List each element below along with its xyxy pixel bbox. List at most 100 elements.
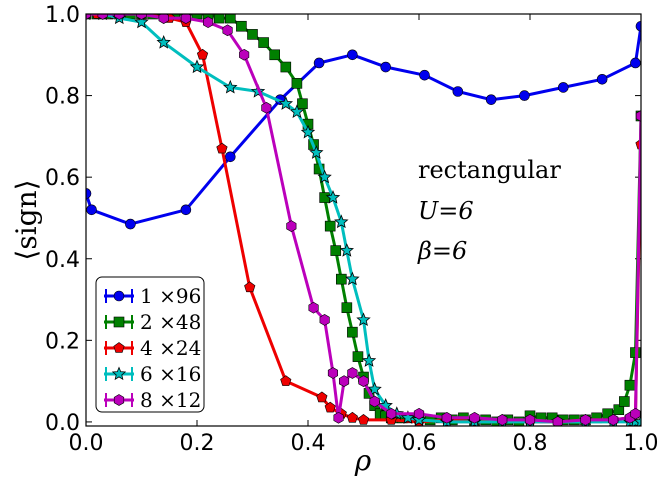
data-point [134, 14, 149, 29]
data-point [324, 401, 336, 413]
data-point [86, 14, 92, 20]
data-point [358, 375, 369, 387]
data-point [223, 79, 238, 94]
legend-item-2: 2 ×48 [104, 310, 201, 334]
data-point [357, 414, 370, 425]
data-point [156, 35, 171, 49]
x-tick-label: 0.2 [180, 431, 215, 456]
x-axis-label: ρ [354, 444, 372, 477]
y-tick-label: 0.4 [45, 248, 80, 273]
data-point [324, 220, 336, 232]
data-point [325, 190, 341, 204]
legend-label: 2 ×48 [140, 310, 201, 334]
legend-marker [111, 366, 127, 381]
data-point [136, 14, 147, 20]
data-point [335, 273, 347, 285]
data-point [286, 220, 297, 232]
data-point [347, 49, 358, 61]
plot-frame [85, 13, 642, 427]
y-tick-label: 0.8 [45, 85, 80, 110]
data-point [619, 396, 630, 407]
data-point [347, 326, 358, 338]
series-layer [86, 14, 641, 426]
data-point [352, 351, 364, 362]
data-point [309, 145, 324, 159]
x-tick-label: 0.6 [402, 431, 437, 456]
data-point [624, 379, 636, 391]
data-point [313, 57, 325, 69]
data-point [630, 407, 641, 420]
data-point [633, 414, 641, 426]
data-point [278, 96, 294, 110]
legend-marker [113, 316, 125, 328]
y-axis-label: ⟨sign⟩ [10, 179, 43, 260]
data-point [345, 271, 360, 286]
legend-label: 8 ×12 [140, 388, 201, 412]
data-point [247, 29, 258, 40]
data-point [327, 367, 339, 379]
data-point [346, 411, 358, 423]
legend-item-1: 1 ×96 [104, 284, 201, 308]
data-point [158, 14, 169, 24]
data-point [386, 407, 397, 420]
legend-box [95, 276, 205, 413]
data-point [334, 214, 349, 229]
y-tick-label: 0.2 [45, 329, 80, 354]
annotation-geometry: rectangular [418, 156, 561, 184]
data-point [338, 375, 350, 387]
legend-item-5: 8 ×12 [104, 388, 201, 412]
legend-label: 1 ×96 [140, 284, 201, 308]
data-point [180, 204, 192, 216]
data-point [225, 151, 236, 163]
data-point [419, 69, 430, 81]
legend-marker [113, 394, 125, 406]
legend-label: 6 ×16 [140, 362, 201, 386]
y-tick-label: 0.0 [45, 411, 80, 436]
data-point [580, 414, 591, 426]
series-1 [86, 20, 641, 230]
data-point [86, 188, 92, 199]
x-tick-label: 0.4 [291, 431, 326, 456]
data-point [452, 86, 464, 97]
data-point [339, 243, 354, 257]
data-point [319, 192, 330, 203]
data-point [413, 407, 425, 420]
legend: 1 ×962 ×484 ×246 ×168 ×12 [95, 276, 205, 413]
data-point [497, 414, 508, 426]
data-point [441, 411, 452, 424]
data-point [519, 90, 530, 101]
data-point [308, 301, 319, 314]
data-point [380, 61, 392, 73]
data-point [269, 49, 281, 61]
x-tick-label: 1.0 [624, 431, 659, 456]
data-point [613, 404, 625, 415]
data-point [317, 169, 332, 184]
data-point [319, 314, 330, 326]
data-point [196, 48, 209, 60]
tick-labels: 0.0 0.2 0.4 0.6 0.8 1.0 0.0 0.2 0.4 0.6 0.8 1.0 [45, 3, 659, 456]
data-point [485, 94, 497, 105]
data-point [469, 411, 480, 424]
data-point [216, 142, 228, 154]
annotation-beta: β=6 [417, 237, 467, 265]
data-point [330, 245, 342, 256]
data-point [239, 48, 250, 61]
data-point [225, 14, 236, 24]
data-point [635, 110, 641, 122]
data-point [347, 367, 358, 379]
y-tick-label: 0.6 [45, 166, 80, 191]
legend-marker [113, 342, 125, 353]
data-point [222, 24, 233, 37]
y-tick-label: 1.0 [45, 3, 80, 28]
data-point [635, 20, 641, 32]
data-point [316, 391, 328, 403]
data-point [258, 37, 269, 48]
legend-label: 4 ×24 [140, 336, 201, 360]
data-point [356, 312, 371, 327]
data-point [291, 78, 303, 89]
data-point [97, 14, 108, 20]
data-point [341, 302, 353, 314]
data-point [125, 218, 136, 230]
x-tick-label: 0.8 [513, 431, 548, 456]
